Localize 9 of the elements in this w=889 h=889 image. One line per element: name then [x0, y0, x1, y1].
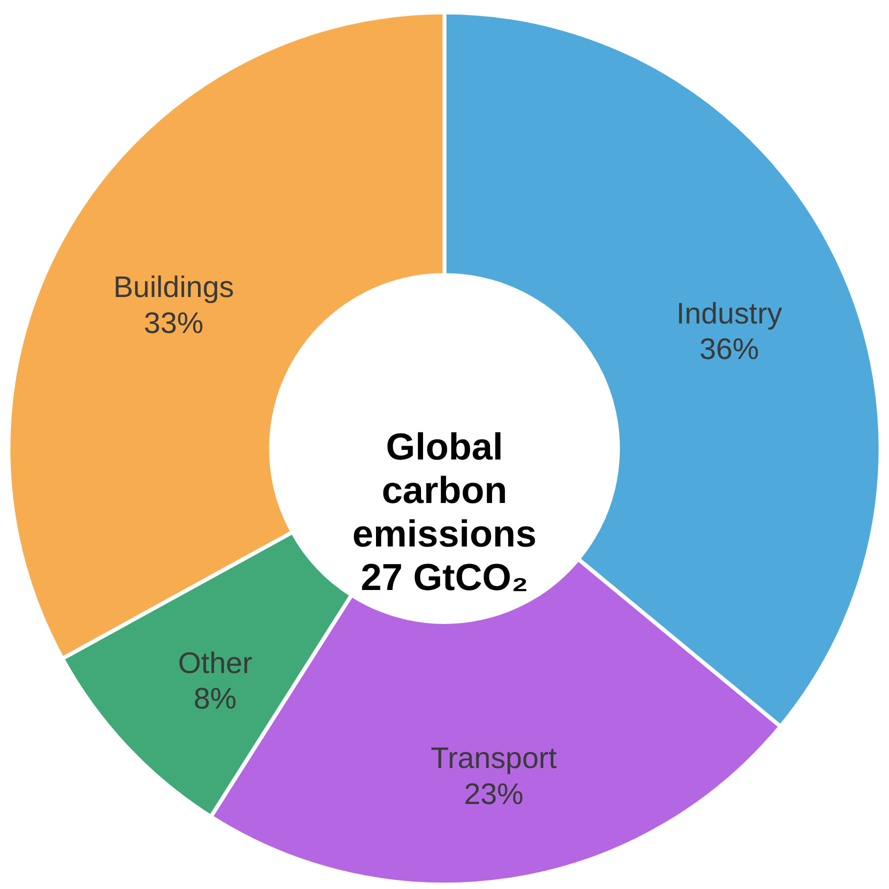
data-label: 8% [194, 682, 237, 716]
data-label: 33% [144, 306, 204, 340]
slice-label: Industry [676, 297, 782, 330]
data-label: 23% [464, 778, 524, 811]
data-label: 36% [699, 333, 759, 366]
text: Global carbon emissions 27 GtCO₂ [352, 425, 537, 598]
slice-label: Buildings [113, 271, 234, 304]
slice-label: Other [178, 646, 252, 680]
slice-label: Transport [430, 742, 558, 776]
